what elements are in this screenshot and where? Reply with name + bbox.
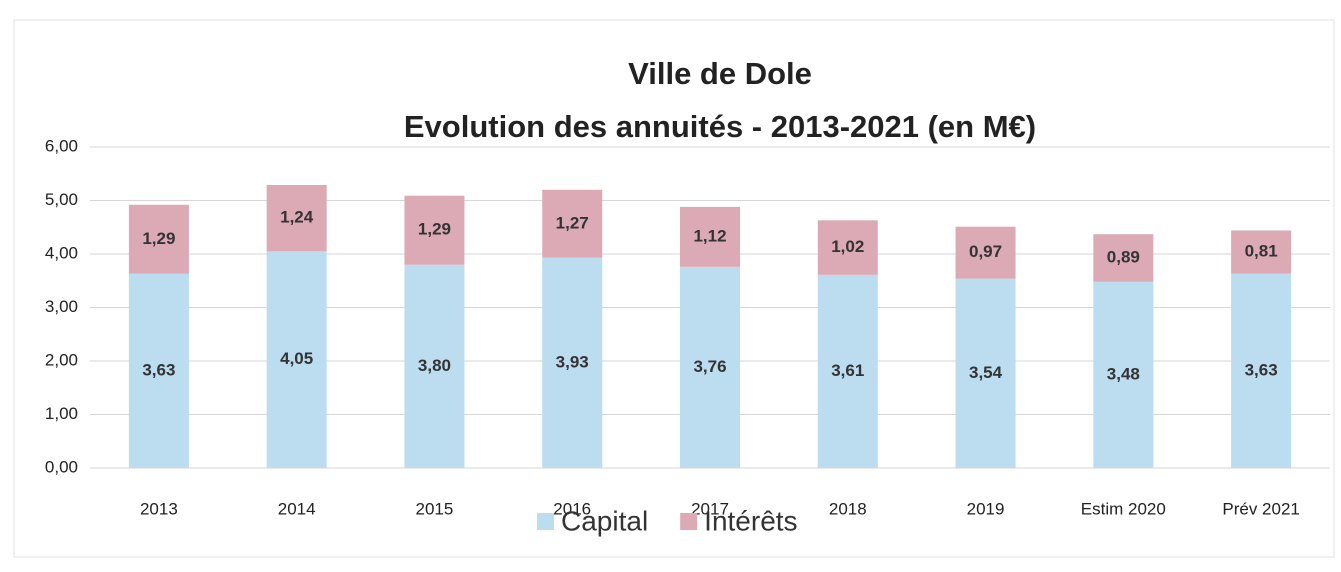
value-label: 0,81: [1245, 242, 1278, 261]
legend-swatch: [680, 513, 698, 530]
bar-segment: [128, 273, 189, 468]
value-label: 1,29: [142, 229, 175, 248]
value-label: 4,05: [280, 349, 313, 368]
value-label: 3,93: [556, 352, 589, 371]
value-label: 1,29: [418, 220, 451, 239]
value-label: 0,97: [969, 242, 1002, 261]
x-tick-label: 2017: [691, 499, 729, 518]
bar-segment: [817, 274, 878, 468]
value-label: 1,12: [693, 226, 726, 245]
value-label: 1,24: [280, 208, 314, 227]
value-label: 1,02: [831, 237, 864, 256]
x-tick-label: 2016: [553, 499, 591, 518]
bar-segment: [817, 220, 878, 275]
bar-segment: [1231, 230, 1292, 274]
bar-segment: [542, 257, 603, 468]
x-tick-label: 2015: [416, 499, 454, 518]
y-tick-label: 2,00: [45, 350, 78, 369]
bar-segment: [404, 264, 465, 468]
value-label: 3,76: [693, 357, 726, 376]
value-label: 3,61: [831, 361, 864, 380]
legend-swatch: [537, 513, 554, 530]
chart-title: Ville de Dole: [628, 56, 812, 91]
bar-segment: [266, 251, 327, 468]
bar-segment: [404, 195, 465, 265]
bar-segment: [955, 278, 1016, 468]
bar-segment: [680, 206, 740, 267]
bar-segment: [1093, 234, 1154, 282]
y-tick-label: 4,00: [45, 243, 78, 262]
value-label: 0,89: [1107, 247, 1140, 266]
value-label: 1,27: [556, 213, 589, 232]
value-label: 3,48: [1107, 364, 1140, 383]
legend-label: Intérêts: [704, 505, 797, 536]
x-tick-label: Prév 2021: [1222, 499, 1300, 518]
chart-subtitle: Evolution des annuités - 2013-2021 (en M…: [404, 109, 1036, 144]
y-tick-label: 3,00: [45, 297, 78, 316]
value-label: 3,80: [418, 356, 451, 375]
bar-segment: [542, 189, 603, 258]
y-tick-label: 0,00: [45, 457, 78, 476]
x-tick-label: 2019: [967, 499, 1005, 518]
chart-frame: [13, 19, 1335, 558]
bar-segment: [128, 204, 189, 274]
x-tick-label: 2013: [140, 499, 178, 518]
y-tick-label: 1,00: [45, 404, 78, 423]
legend-label: Capital: [561, 505, 648, 536]
value-label: 3,63: [1245, 360, 1278, 379]
y-tick-label: 5,00: [45, 190, 78, 209]
x-tick-label: 2014: [278, 499, 316, 518]
bar-segment: [1231, 273, 1292, 468]
x-tick-label: Estim 2020: [1081, 499, 1166, 518]
bar-segment: [1093, 281, 1154, 468]
bar-segment: [680, 266, 740, 468]
value-label: 3,54: [969, 363, 1003, 382]
bar-segment: [955, 226, 1016, 279]
bar-segment: [266, 184, 327, 252]
y-tick-label: 6,00: [45, 136, 78, 155]
x-tick-label: 2018: [829, 499, 867, 518]
value-label: 3,63: [142, 360, 175, 379]
